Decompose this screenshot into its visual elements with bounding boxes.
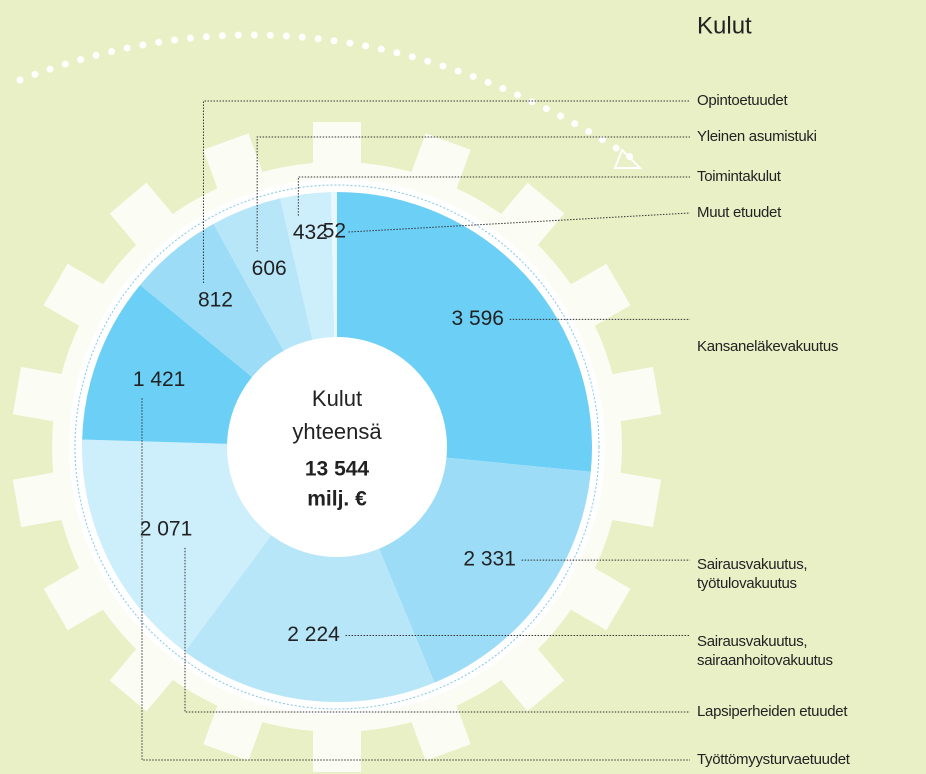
leader-line bbox=[141, 398, 690, 761]
gear-tooth bbox=[563, 263, 631, 331]
center-text: milj. € bbox=[307, 488, 367, 511]
leader-line bbox=[297, 176, 690, 216]
gear-tooth bbox=[563, 563, 631, 631]
value-label: 52 bbox=[323, 220, 346, 243]
center-hole bbox=[227, 337, 447, 557]
gear-tooth bbox=[313, 122, 361, 172]
arrow-head bbox=[613, 148, 643, 169]
leader-line bbox=[256, 136, 690, 252]
legend-label: Työttömyysturvaetuudet bbox=[697, 751, 850, 768]
legend-label: Sairausvakuutus, työtulovakuutus bbox=[697, 556, 808, 592]
center-total: 13 544 bbox=[305, 458, 370, 481]
value-label: 606 bbox=[252, 257, 287, 280]
gear-tooth bbox=[203, 697, 266, 761]
legend-label: Kansaneläkevakuutus bbox=[697, 338, 839, 355]
center-text: yhteensä bbox=[292, 419, 382, 444]
legend-label: Opintoetuudet bbox=[697, 92, 788, 109]
leader-line bbox=[348, 212, 691, 233]
gear-tooth bbox=[109, 642, 179, 712]
value-label: 812 bbox=[198, 288, 233, 311]
legend-label: Lapsiperheiden etuudet bbox=[697, 703, 848, 720]
value-label: 2 224 bbox=[287, 623, 340, 646]
value-label: 2 071 bbox=[140, 517, 193, 540]
legend-label: Muut etuudet bbox=[697, 204, 781, 221]
legend-label: Toimintakulut bbox=[697, 168, 781, 185]
gear-tooth bbox=[203, 133, 266, 197]
leader-line bbox=[202, 100, 690, 283]
gear-tooth bbox=[12, 366, 71, 423]
gear-tooth bbox=[603, 366, 662, 423]
dotted-arrow bbox=[16, 31, 639, 164]
leader-line bbox=[184, 547, 690, 713]
legend-label: Yleinen asumistuki bbox=[697, 128, 817, 145]
gear-tooth bbox=[43, 563, 111, 631]
gear-tooth bbox=[313, 722, 361, 772]
gear-tooth bbox=[408, 697, 471, 761]
slice bbox=[184, 447, 435, 702]
value-label: 432 bbox=[293, 221, 328, 244]
gear-tooth bbox=[408, 133, 471, 197]
legend-label: Sairausvakuutus, sairaanhoitovakuutus bbox=[697, 633, 833, 669]
gear-tooth bbox=[495, 642, 565, 712]
gear-tooth bbox=[495, 182, 565, 252]
gear-tooth bbox=[603, 471, 662, 528]
gear-tooth bbox=[109, 182, 179, 252]
value-label: 3 596 bbox=[451, 307, 504, 330]
outer-ring bbox=[74, 184, 600, 710]
gear-tooth bbox=[43, 263, 111, 331]
value-label: 2 331 bbox=[463, 548, 516, 571]
center-text: Kulut bbox=[312, 386, 362, 411]
gear-tooth bbox=[12, 471, 71, 528]
value-label: 1 421 bbox=[133, 368, 186, 391]
chart-title: Kulut bbox=[697, 12, 752, 39]
